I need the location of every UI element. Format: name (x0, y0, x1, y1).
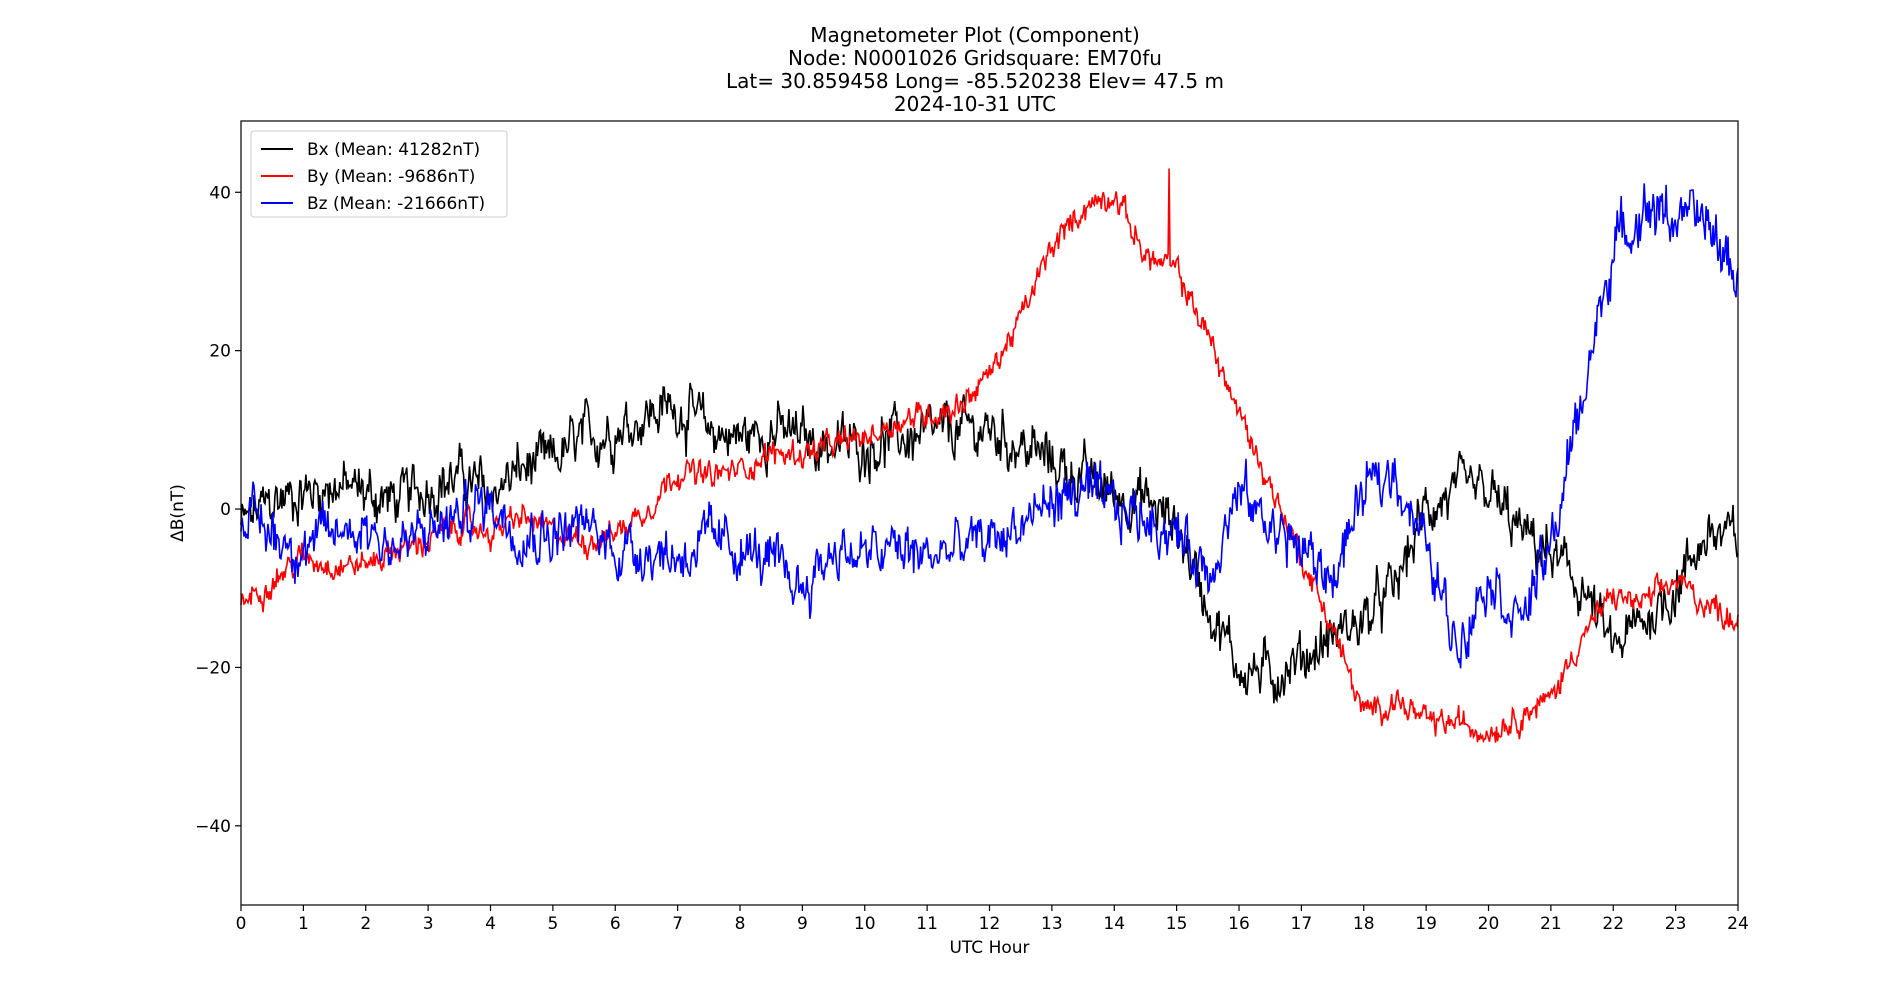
y-tick-label: 0 (220, 500, 231, 520)
x-tick-label: 3 (423, 914, 434, 934)
y-axis-label: ΔB(nT) (168, 484, 188, 542)
title-line-3: Lat= 30.859458 Long= -85.520238 Elev= 47… (726, 69, 1224, 93)
x-tick-label: 8 (735, 914, 746, 934)
y-tick-label: −40 (195, 817, 231, 837)
axis-ticks: 0 1 2 3 4 5 6 7 8 9 10 11 12 13 14 15 16 17 18 19 20 21 22 23 24… (195, 183, 1749, 934)
x-tick-label: 0 (236, 914, 247, 934)
chart-title: Magnetometer Plot (Component) Node: N000… (726, 23, 1224, 116)
x-tick-label: 5 (547, 914, 558, 934)
x-tick-label: 2 (360, 914, 371, 934)
title-line-1: Magnetometer Plot (Component) (810, 23, 1140, 47)
title-line-2: Node: N0001026 Gridsquare: EM70fu (788, 46, 1162, 70)
x-tick-label: 1 (298, 914, 309, 934)
x-tick-label: 20 (1478, 914, 1500, 934)
legend-box (250, 130, 508, 218)
x-tick-label: 11 (916, 914, 938, 934)
x-tick-label: 19 (1415, 914, 1437, 934)
x-tick-label: 21 (1540, 914, 1562, 934)
title-line-4: 2024-10-31 UTC (894, 92, 1056, 116)
x-tick-label: 16 (1228, 914, 1250, 934)
x-tick-label: 10 (854, 914, 876, 934)
x-tick-label: 4 (485, 914, 496, 934)
y-tick-label: 40 (209, 183, 231, 203)
x-tick-label: 24 (1727, 914, 1749, 934)
x-tick-label: 7 (672, 914, 683, 934)
x-tick-label: 18 (1353, 914, 1375, 934)
x-tick-label: 23 (1665, 914, 1687, 934)
x-tick-label: 22 (1602, 914, 1624, 934)
x-axis-label: UTC Hour (949, 938, 1029, 958)
x-tick-label: 9 (797, 914, 808, 934)
x-tick-label: 6 (610, 914, 621, 934)
plot-lines (240, 168, 1739, 744)
by-series-line (240, 168, 1739, 744)
y-tick-label: 20 (209, 342, 231, 362)
x-tick-label: 12 (979, 914, 1001, 934)
bz-series-line (240, 183, 1739, 669)
x-tick-label: 17 (1291, 914, 1313, 934)
x-tick-label: 14 (1103, 914, 1125, 934)
legend-entry: Bz (Mean: -21666nT) (307, 194, 485, 214)
x-tick-label: 13 (1041, 914, 1063, 934)
legend-entry: By (Mean: -9686nT) (307, 167, 475, 187)
legend-entry: Bx (Mean: 41282nT) (307, 140, 480, 160)
y-tick-label: −20 (195, 658, 231, 678)
x-tick-label: 15 (1166, 914, 1188, 934)
legend: Bx (Mean: 41282nT) By (Mean: -9686nT) Bz (… (250, 130, 508, 218)
plot-frame (240, 120, 1739, 906)
